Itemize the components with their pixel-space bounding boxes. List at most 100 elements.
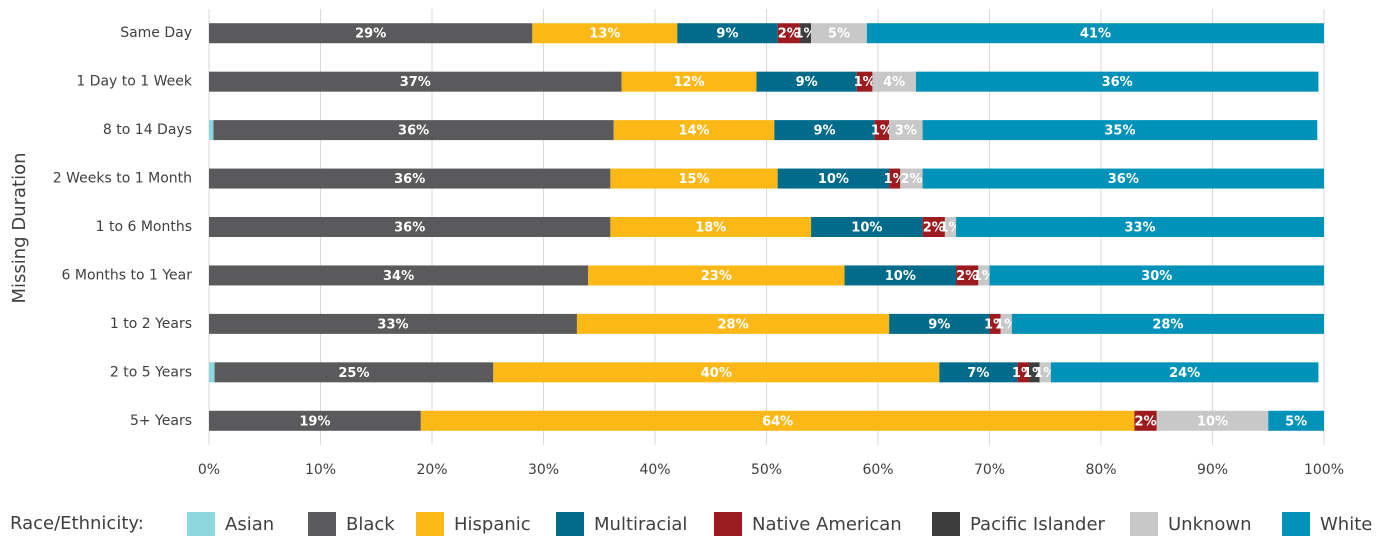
legend-swatch — [556, 512, 584, 536]
bar-segment — [874, 120, 890, 141]
bar-segment — [677, 23, 778, 44]
bar-segment — [915, 71, 1319, 92]
bar-segment — [209, 362, 215, 383]
y-axis-title: Missing Duration — [9, 152, 30, 303]
data-label: 9% — [813, 124, 835, 139]
bar-segment — [588, 265, 845, 286]
legend-label: Pacific Islander — [970, 514, 1106, 535]
data-label: 13% — [589, 27, 620, 42]
y-tick-label: 2 to 5 Years — [110, 364, 192, 380]
bar-segment — [922, 120, 1318, 141]
bar-segment — [856, 71, 873, 92]
bar-segment — [872, 71, 916, 92]
y-tick-label: Same Day — [120, 25, 192, 41]
data-label: 64% — [762, 414, 793, 429]
bar-segment — [209, 265, 589, 286]
data-label: 25% — [338, 366, 369, 381]
bar-segment — [774, 120, 875, 141]
data-label: 23% — [701, 269, 732, 284]
data-label: 2% — [923, 221, 945, 236]
bar-segment — [777, 23, 800, 44]
legend-swatch — [308, 512, 336, 536]
data-label: 10% — [818, 172, 849, 187]
data-label: 2% — [778, 27, 800, 42]
bar-segment — [1011, 313, 1324, 334]
bar-segment — [610, 217, 812, 237]
bar-segment — [844, 265, 957, 286]
y-tick-label: 5+ Years — [130, 413, 192, 429]
bar-segment — [209, 23, 533, 44]
legend-swatch — [932, 512, 960, 536]
x-tick-label: 90% — [1197, 462, 1228, 478]
bar-segment — [1017, 362, 1029, 383]
y-tick-label: 1 to 2 Years — [110, 316, 192, 332]
bar-segment — [900, 168, 923, 189]
bar-segment — [209, 217, 611, 237]
data-label: 2% — [1135, 414, 1157, 429]
bar-segment — [922, 168, 1324, 189]
data-label: 9% — [716, 27, 738, 42]
data-label: 5% — [1285, 414, 1307, 429]
data-label: 3% — [895, 124, 917, 139]
data-label: 33% — [1124, 221, 1155, 236]
data-label: 37% — [400, 75, 431, 90]
x-tick-label: 60% — [862, 462, 893, 478]
data-label: 1% — [854, 75, 876, 90]
bar-segment — [576, 313, 890, 334]
bar-segment — [610, 168, 778, 189]
legend-label: Hispanic — [454, 514, 531, 535]
data-label: 36% — [398, 124, 429, 139]
bar-segment — [978, 265, 990, 286]
bar-segment — [493, 362, 940, 383]
bar-segment — [1268, 410, 1324, 431]
bar-segment — [1039, 362, 1051, 383]
legend-label: Multiracial — [594, 514, 687, 535]
data-label: 36% — [1108, 172, 1139, 187]
bar-segment — [811, 217, 923, 237]
x-tick-label: 0% — [198, 462, 220, 478]
data-label: 4% — [883, 75, 905, 90]
y-tick-label: 1 to 6 Months — [96, 219, 192, 235]
legend-label: Native American — [752, 514, 902, 535]
data-label: 30% — [1141, 269, 1172, 284]
legend-label: Unknown — [1168, 514, 1252, 535]
data-label: 29% — [355, 27, 386, 42]
bar-segment — [777, 168, 890, 189]
legend-label: White — [1320, 514, 1372, 535]
data-label: 15% — [678, 172, 709, 187]
bar-segment — [1134, 410, 1157, 431]
bar-segment — [811, 23, 867, 44]
data-label: 1% — [884, 172, 906, 187]
y-tick-label: 6 Months to 1 Year — [62, 267, 193, 283]
legend-swatch — [714, 512, 742, 536]
data-label: 1% — [1034, 366, 1056, 381]
bar-segment — [213, 120, 614, 141]
bar-segment — [613, 120, 775, 141]
x-tick-label: 100% — [1304, 462, 1344, 478]
bar-segment — [756, 71, 857, 92]
data-label: 1% — [995, 317, 1017, 332]
data-label: 19% — [299, 414, 330, 429]
bar-segment — [621, 71, 757, 92]
bar-segment — [420, 410, 1135, 431]
data-label: 36% — [1102, 75, 1133, 90]
data-label: 1% — [939, 221, 961, 236]
bar-segment — [209, 168, 611, 189]
legend-swatch — [416, 512, 444, 536]
x-tick-label: 40% — [639, 462, 670, 478]
bar-segment — [1050, 362, 1319, 383]
bar-segment — [532, 23, 678, 44]
data-label: 28% — [717, 317, 748, 332]
x-tick-label: 10% — [305, 462, 336, 478]
data-label: 10% — [1197, 414, 1228, 429]
x-tick-label: 80% — [1085, 462, 1116, 478]
data-label: 1% — [871, 124, 893, 139]
bar-segment — [889, 168, 901, 189]
bar-segment — [1000, 313, 1012, 334]
data-label: 40% — [701, 366, 732, 381]
bar-segment — [989, 313, 1001, 334]
data-label: 12% — [673, 75, 704, 90]
bar-segment — [209, 313, 577, 334]
y-tick-label: 1 Day to 1 Week — [76, 74, 193, 90]
